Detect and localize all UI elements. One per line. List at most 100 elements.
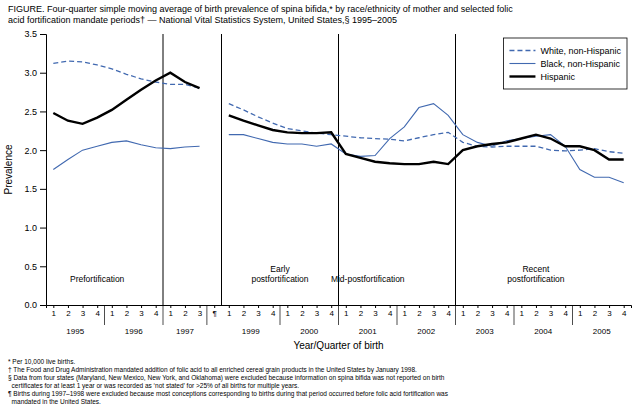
x-tick: 1 [110,305,115,318]
year-boundary [455,305,456,325]
y-axis: 0.00.51.01.52.02.53.03.5 [24,29,46,310]
legend-label: Hispanic [540,72,575,82]
x-tick-mark [565,305,566,308]
x-tick-mark [170,305,171,308]
y-tick-label: 0.0 [24,300,37,310]
x-tick: 1 [520,305,525,318]
x-tick-label: 3 [607,309,612,318]
x-tick-mark [521,305,522,308]
year-boundary [280,305,281,325]
x-tick-mark [229,305,230,308]
x-tick: 1 [169,305,174,318]
y-tick-label: 1.0 [24,223,37,233]
year-label: 2003 [476,327,494,336]
x-tick-mark [83,305,84,308]
x-tick-mark [477,305,478,308]
x-tick: 3 [607,305,612,318]
x-tick-mark [594,305,595,308]
x-tick-mark [448,305,449,308]
year-boundary [572,305,573,325]
x-tick: 4 [388,305,393,318]
y-axis-line [40,35,47,306]
y-tick-label: 3.5 [24,29,37,39]
x-tick: 1 [344,305,349,318]
x-tick-mark [624,305,625,308]
x-tick-label: 1 [461,309,466,318]
year-boundary [338,305,339,325]
x-tick-label: 4 [505,309,510,318]
period-label: Earlypostfortification [251,264,308,284]
x-tick-mark [580,305,581,308]
year-label: 2001 [359,327,377,336]
x-tick: 4 [329,305,334,318]
x-tick-mark [404,305,405,308]
footnote: § Data from four states (Maryland, New M… [8,374,445,390]
x-tick-mark [419,305,420,308]
x-tick: 2 [417,305,422,318]
x-tick-mark [360,305,361,308]
x-tick: 4 [154,305,159,318]
legend-box [503,38,627,89]
x-tick: 2 [66,305,71,318]
x-tick: 2 [359,305,364,318]
plot: 0.00.51.01.52.02.53.03.512341234123¶1234… [3,29,632,351]
x-tick-mark [609,305,610,308]
year-boundary [514,305,515,325]
x-tick: 4 [622,305,627,318]
x-tick-label: 1 [227,309,232,318]
y-tick: 2.0 [24,146,46,156]
x-tick-label: 1 [169,309,174,318]
x-tick: 4 [563,305,568,318]
x-tick-label: 2 [417,309,422,318]
x-tick-label: 4 [95,309,100,318]
x-tick-mark [434,305,435,308]
legend-swatch [509,75,535,77]
x-tick: 4 [271,305,276,318]
x-tick-label: 3 [432,309,437,318]
x-tick-mark [390,305,391,308]
year-label: 2004 [534,327,552,336]
footnote: ¶ Births during 1997–1998 were excluded … [8,390,449,405]
year-label: 1999 [242,327,260,336]
x-tick: 3 [81,305,86,318]
x-tick: 3 [432,305,437,318]
x-tick: 3 [315,305,320,318]
x-tick-mark [551,305,552,308]
y-tick-label: 3.0 [24,68,37,78]
x-tick: 4 [505,305,510,318]
x-tick-label: 3 [81,309,86,318]
period-boundary [221,34,222,305]
x-tick-label: 2 [300,309,305,318]
x-tick-label: 1 [403,309,408,318]
period-label: Prefortification [70,274,125,284]
x-tick: 1 [578,305,583,318]
x-tick-mark [97,305,98,308]
year-label: 2000 [300,327,318,336]
x-tick: 2 [125,305,130,318]
x-tick-mark [273,305,274,308]
legend-swatch [509,50,535,51]
year-boundary [104,305,105,325]
year-boundary [397,305,398,325]
y-tick: 0.0 [24,300,46,310]
x-tick-mark [258,305,259,308]
x-tick-mark [53,305,54,308]
y-tick-mark [40,111,46,112]
x-tick-mark [302,305,303,308]
x-tick: 2 [476,305,481,318]
x-tick-label: 2 [476,309,481,318]
x-tick-mark [346,305,347,308]
x-tick: 2 [300,305,305,318]
y-tick-mark [40,266,46,267]
x-tick-mark [463,305,464,308]
x-tick-label: 3 [139,309,144,318]
y-tick: 1.5 [24,184,46,194]
x-tick-mark [331,305,332,308]
x-tick-label: 3 [490,309,495,318]
y-tick: 1.0 [24,223,46,233]
x-tick-mark [141,305,142,308]
x-tick: 3 [139,305,144,318]
x-tick: 2 [593,305,598,318]
x-tick: 2 [534,305,539,318]
x-tick-mark [112,305,113,308]
